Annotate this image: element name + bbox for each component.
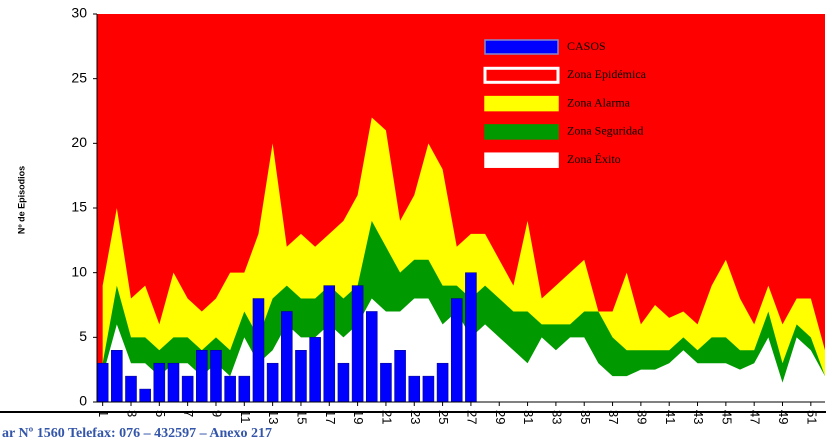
x-tick-label: 13	[266, 410, 281, 424]
bar	[436, 362, 449, 403]
bar	[408, 375, 421, 403]
bar	[465, 272, 477, 403]
x-tick-label: 49	[776, 410, 791, 424]
bar	[450, 298, 463, 403]
x-tick-label: 35	[578, 410, 593, 424]
x-tick-label: 27	[464, 410, 479, 424]
legend-label: CASOS	[567, 39, 606, 53]
y-tick-label: 10	[71, 263, 87, 279]
y-tick-label: 25	[71, 69, 87, 85]
x-tick-label: 47	[748, 410, 763, 424]
legend-swatch	[484, 124, 559, 140]
bar	[309, 337, 321, 403]
bar	[139, 388, 151, 403]
bar	[153, 362, 166, 403]
x-tick-label: 23	[408, 410, 423, 424]
bar	[196, 350, 208, 403]
bar	[224, 375, 236, 403]
x-tick-label: 3	[125, 410, 140, 417]
bar	[323, 285, 336, 403]
x-tick-label: 39	[634, 410, 649, 424]
x-tick-label: 17	[323, 410, 338, 424]
x-tick-label: 25	[436, 410, 451, 424]
bar	[210, 350, 222, 403]
bar	[238, 375, 251, 403]
x-tick-label: 7	[181, 410, 196, 417]
legend-swatch	[484, 95, 559, 112]
legend-swatch	[484, 152, 559, 168]
x-tick-label: 45	[719, 410, 734, 424]
bar	[351, 285, 364, 403]
legend-label: Zona Alarma	[567, 95, 631, 109]
legend-swatch	[484, 39, 559, 55]
x-tick-label: 41	[663, 410, 678, 424]
y-tick-label: 20	[71, 134, 87, 150]
x-tick-label: 43	[691, 410, 706, 424]
x-tick-label: 19	[351, 410, 366, 424]
footer-text: ar Nº 1560 Telefax: 076 – 432597 – Anexo…	[2, 426, 272, 441]
legend-label: Zona Éxito	[567, 152, 621, 166]
y-axis-label: Nº de Episodios	[16, 166, 26, 234]
bar	[281, 311, 293, 403]
bar	[266, 362, 279, 403]
bar	[380, 362, 392, 403]
bar	[394, 350, 406, 403]
bar	[252, 298, 265, 403]
x-tick-label: 29	[493, 410, 508, 424]
bar	[422, 375, 435, 403]
bar	[96, 362, 109, 403]
bar	[111, 350, 123, 403]
x-tick-label: 1	[96, 410, 111, 417]
x-tick-label: 5	[153, 410, 168, 417]
y-tick-label: 30	[71, 5, 87, 21]
bar	[337, 362, 350, 403]
y-tick-label: 0	[79, 393, 87, 409]
y-tick-label: 5	[79, 328, 87, 344]
bar	[295, 350, 307, 403]
x-tick-label: 33	[549, 410, 564, 424]
bar	[365, 311, 378, 403]
x-tick-label: 11	[238, 410, 253, 424]
legend-label: Zona Seguridad	[567, 124, 643, 138]
x-tick-label: 21	[379, 410, 394, 424]
x-tick-label: 37	[606, 410, 621, 424]
x-tick-label: 9	[210, 410, 225, 417]
bar	[181, 375, 194, 403]
bar	[125, 375, 137, 403]
legend-swatch	[483, 66, 560, 84]
bar	[167, 362, 180, 403]
x-tick-label: 51	[804, 410, 819, 424]
legend-label: Zona Epidémica	[567, 67, 647, 81]
x-tick-label: 15	[295, 410, 310, 424]
y-tick-label: 15	[71, 199, 87, 215]
x-tick-label: 31	[521, 410, 536, 424]
